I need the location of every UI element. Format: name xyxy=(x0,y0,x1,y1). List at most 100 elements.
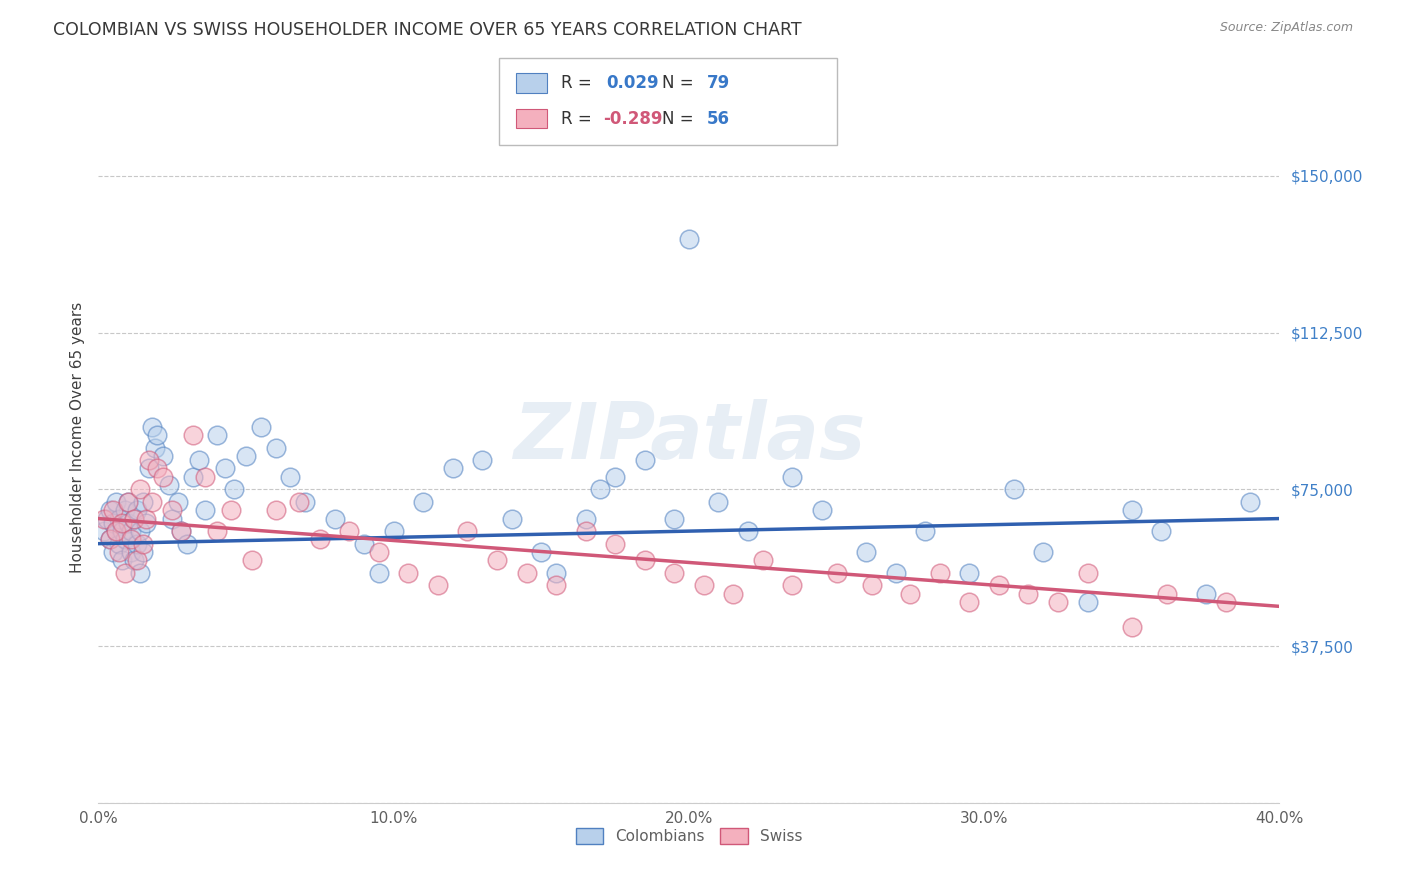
Point xyxy=(128,483,150,497)
Point xyxy=(114,503,136,517)
Point xyxy=(782,578,804,592)
Point xyxy=(1215,595,1237,609)
Point xyxy=(1077,595,1099,609)
Point xyxy=(752,553,775,567)
Point xyxy=(114,566,136,580)
Point xyxy=(132,545,155,559)
Point xyxy=(693,578,716,592)
Point xyxy=(214,461,236,475)
Point xyxy=(162,503,183,517)
Point xyxy=(125,503,148,517)
Point xyxy=(516,566,538,580)
Text: R =: R = xyxy=(561,74,598,92)
Point xyxy=(339,524,361,538)
Point xyxy=(294,495,316,509)
Point xyxy=(723,587,745,601)
Point xyxy=(914,524,936,538)
Point xyxy=(575,511,598,525)
Point xyxy=(546,578,568,592)
Text: COLOMBIAN VS SWISS HOUSEHOLDER INCOME OVER 65 YEARS CORRELATION CHART: COLOMBIAN VS SWISS HOUSEHOLDER INCOME OV… xyxy=(53,21,801,39)
Point xyxy=(103,545,125,559)
Point xyxy=(224,483,246,497)
Point xyxy=(501,511,523,525)
Point xyxy=(1121,503,1143,517)
Point xyxy=(98,533,121,547)
Point xyxy=(141,495,163,509)
Point xyxy=(471,453,494,467)
Text: 56: 56 xyxy=(707,110,730,128)
Point xyxy=(105,495,128,509)
Point xyxy=(138,453,160,467)
Point xyxy=(825,566,848,580)
Point xyxy=(427,578,450,592)
Legend: Colombians, Swiss: Colombians, Swiss xyxy=(569,822,808,850)
Point xyxy=(194,503,217,517)
Point xyxy=(250,419,273,434)
Point xyxy=(309,533,332,547)
Point xyxy=(128,524,150,538)
Point xyxy=(108,536,131,550)
Point xyxy=(103,503,125,517)
Point xyxy=(135,511,157,525)
Point xyxy=(181,470,204,484)
Point xyxy=(353,536,375,550)
Point xyxy=(176,536,198,550)
Point xyxy=(187,453,209,467)
Point xyxy=(170,524,193,538)
Point xyxy=(114,533,136,547)
Point xyxy=(98,503,121,517)
Point xyxy=(122,511,145,525)
Point xyxy=(884,566,907,580)
Point xyxy=(138,461,160,475)
Point xyxy=(959,566,981,580)
Point xyxy=(1002,483,1025,497)
Point xyxy=(664,566,686,580)
Point xyxy=(170,524,193,538)
Point xyxy=(167,495,190,509)
Point xyxy=(678,231,700,245)
Point xyxy=(235,449,257,463)
Point xyxy=(120,524,142,538)
Text: 79: 79 xyxy=(707,74,731,92)
Point xyxy=(264,503,287,517)
Y-axis label: Householder Income Over 65 years: Householder Income Over 65 years xyxy=(69,301,84,573)
Point xyxy=(146,461,169,475)
Point xyxy=(1195,587,1218,601)
Text: 0.029: 0.029 xyxy=(606,74,658,92)
Point xyxy=(1121,620,1143,634)
Point xyxy=(264,441,287,455)
Point xyxy=(441,461,464,475)
Point xyxy=(132,536,155,550)
Point xyxy=(141,419,163,434)
Point xyxy=(120,545,142,559)
Point xyxy=(634,553,657,567)
Point xyxy=(737,524,759,538)
Point xyxy=(664,511,686,525)
Point xyxy=(162,511,183,525)
Point xyxy=(105,524,128,538)
Point xyxy=(135,516,157,530)
Text: N =: N = xyxy=(662,110,699,128)
Point xyxy=(398,566,420,580)
Point xyxy=(98,533,121,547)
Point xyxy=(634,453,657,467)
Point xyxy=(1018,587,1040,601)
Point xyxy=(120,533,142,547)
Point xyxy=(1150,524,1173,538)
Point xyxy=(132,495,155,509)
Point xyxy=(111,553,134,567)
Point xyxy=(117,516,139,530)
Point xyxy=(205,428,228,442)
Point xyxy=(93,511,115,525)
Point xyxy=(486,553,509,567)
Point xyxy=(382,524,405,538)
Point xyxy=(605,536,627,550)
Point xyxy=(117,495,139,509)
Point xyxy=(1032,545,1054,559)
Point xyxy=(323,511,346,525)
Point xyxy=(108,511,131,525)
Point xyxy=(143,441,166,455)
Point xyxy=(93,524,115,538)
Point xyxy=(280,470,302,484)
Point xyxy=(575,524,598,538)
